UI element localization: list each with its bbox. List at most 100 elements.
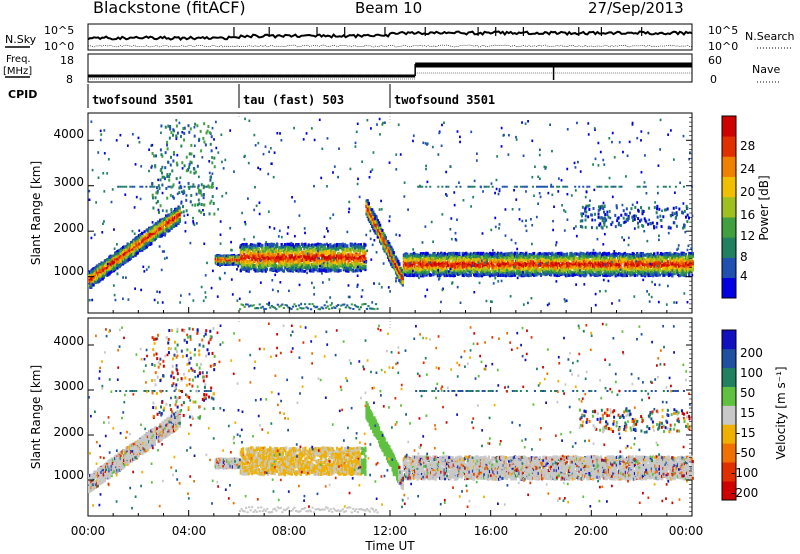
echo-cell bbox=[364, 244, 366, 247]
echo-cell bbox=[489, 272, 491, 275]
echo-cell bbox=[514, 252, 516, 255]
power-echoes bbox=[88, 118, 694, 311]
echo-cell bbox=[478, 274, 480, 277]
nsearch-tick-bottom: 10^0 bbox=[708, 40, 738, 53]
freq-label: Freq. bbox=[6, 54, 31, 65]
echo-cell bbox=[368, 203, 370, 206]
echo-cell bbox=[275, 249, 277, 252]
echo-cell bbox=[112, 261, 114, 264]
echo-cell bbox=[427, 252, 429, 255]
power-ytick-3000: 3000 bbox=[53, 175, 84, 189]
echo-cell bbox=[355, 249, 357, 252]
echo-cell bbox=[254, 244, 256, 247]
echo-cell bbox=[364, 252, 366, 255]
echo-cell bbox=[93, 284, 95, 287]
echo-cell bbox=[331, 268, 333, 271]
power-ytick-1000: 1000 bbox=[53, 264, 84, 278]
echo-cell bbox=[393, 251, 395, 254]
echo-cell bbox=[150, 242, 152, 245]
cpid-label: CPID bbox=[8, 88, 37, 101]
freq-panel-frame bbox=[88, 54, 692, 82]
echo-cell bbox=[404, 259, 406, 262]
nsearch-tick-top: 10^5 bbox=[708, 24, 738, 37]
echo-cell bbox=[281, 249, 283, 252]
echo-cell bbox=[402, 280, 404, 283]
echo-cell bbox=[301, 269, 303, 272]
echo-cell bbox=[379, 224, 381, 227]
power-ylabel: Slant Range [km] bbox=[29, 161, 43, 265]
echo-cell bbox=[299, 258, 301, 261]
echo-cell bbox=[456, 252, 458, 255]
echo-cell bbox=[431, 258, 433, 261]
echo-cell bbox=[474, 252, 476, 255]
echo-cell bbox=[321, 245, 323, 248]
echo-cell bbox=[330, 266, 332, 269]
echo-cell bbox=[300, 255, 302, 258]
echo-cell bbox=[447, 264, 449, 267]
echo-cell bbox=[339, 269, 341, 272]
echo-cell bbox=[480, 262, 482, 265]
echo-cell bbox=[179, 220, 181, 223]
echo-cell bbox=[320, 269, 322, 272]
echo-cell bbox=[458, 252, 460, 255]
echo-cell bbox=[385, 236, 387, 239]
echo-cell bbox=[458, 256, 460, 259]
echo-cell bbox=[338, 252, 340, 255]
echo-cell bbox=[398, 262, 400, 265]
echo-cell bbox=[114, 267, 116, 270]
nave-tick-top: 60 bbox=[708, 54, 722, 67]
nsky-trace bbox=[88, 27, 692, 47]
echo-cell bbox=[364, 257, 366, 260]
echo-cell bbox=[359, 252, 361, 255]
echo-cell bbox=[291, 259, 293, 262]
nave-label: Nave bbox=[752, 63, 780, 76]
echo-cell bbox=[354, 262, 356, 265]
echo-cell bbox=[248, 270, 250, 273]
echo-cell bbox=[346, 244, 348, 247]
echo-cell bbox=[288, 248, 290, 251]
echo-cell bbox=[355, 254, 357, 257]
cpid-strip: twofsound 3501 tau (fast) 503 twofsound 35… bbox=[88, 84, 495, 108]
echo-cell bbox=[283, 270, 285, 273]
echo-cell bbox=[364, 266, 366, 269]
date-title: 27/Sep/2013 bbox=[588, 0, 684, 17]
echo-cell bbox=[266, 268, 268, 271]
echo-cell bbox=[404, 273, 406, 276]
cpid-label-2: twofsound 3501 bbox=[394, 93, 495, 107]
echo-cell bbox=[440, 259, 442, 262]
echo-cell bbox=[167, 214, 169, 217]
echo-cell bbox=[334, 268, 336, 271]
echo-cell bbox=[381, 229, 383, 232]
nsky-label: N.Sky bbox=[5, 33, 37, 46]
echo-cell bbox=[489, 274, 491, 277]
beam-title: Beam 10 bbox=[355, 0, 422, 17]
echo-cell bbox=[392, 248, 394, 251]
cpid-label-0: twofsound 3501 bbox=[92, 93, 193, 107]
echo-cell bbox=[254, 270, 256, 273]
echo-cell bbox=[300, 247, 302, 250]
echo-cell bbox=[137, 251, 139, 254]
echo-cell bbox=[241, 255, 243, 258]
station-title: Blackstone (fitACF) bbox=[93, 0, 246, 17]
echo-cell bbox=[132, 253, 134, 256]
nsearch-line bbox=[88, 45, 692, 47]
echo-cell bbox=[247, 245, 249, 248]
echo-cell bbox=[509, 268, 511, 271]
freq-tick-top: 18 bbox=[60, 54, 74, 67]
power-panel: Slant Range [km] 4000 3000 2000 1000 bbox=[29, 113, 694, 313]
echo-cell bbox=[179, 210, 181, 213]
echo-cell bbox=[279, 252, 281, 255]
freq-trace bbox=[88, 64, 692, 80]
cpid-label-1: tau (fast) 503 bbox=[243, 93, 344, 107]
echo-cell bbox=[291, 254, 293, 257]
freq-unit-label: [MHz] bbox=[3, 66, 32, 77]
echo-cell bbox=[256, 263, 258, 266]
echo-cell bbox=[471, 253, 473, 256]
echo-cell bbox=[491, 253, 493, 256]
echo-cell bbox=[304, 243, 306, 246]
nsearch-label: N.Search bbox=[745, 30, 795, 43]
nsky-tick-top: 10^5 bbox=[44, 24, 74, 37]
echo-cell bbox=[179, 207, 181, 210]
radar-range-time-chart: Blackstone (fitACF) Beam 10 27/Sep/2013 … bbox=[0, 0, 800, 554]
echo-cell bbox=[298, 248, 300, 251]
